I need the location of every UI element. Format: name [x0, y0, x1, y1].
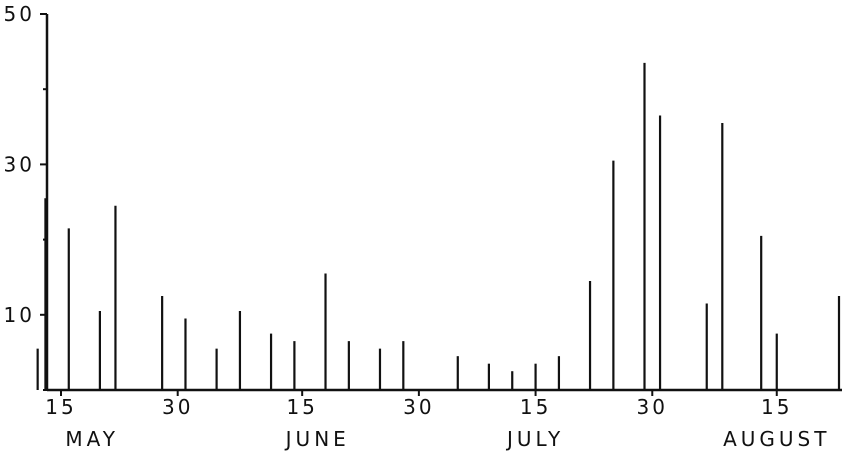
x-tick-label: 15	[286, 395, 317, 419]
x-tick-labels: 15 30 15 30 15 30 15	[45, 395, 792, 419]
bars	[36, 62, 841, 390]
month-label: AUGUST	[723, 427, 830, 451]
x-tick-label: 15	[45, 395, 76, 419]
y-tick-label: 10	[4, 303, 35, 327]
month-label: MAY	[65, 427, 119, 451]
y-tick-label: 50	[4, 2, 35, 26]
x-tick-label: 15	[520, 395, 551, 419]
y-tick-labels: 10 30 50	[4, 2, 35, 327]
month-label: JULY	[505, 427, 564, 451]
x-tick-label: 30	[403, 395, 434, 419]
x-tick-label: 30	[637, 395, 668, 419]
x-tick-label: 30	[162, 395, 193, 419]
month-labels: MAY JUNE JULY AUGUST	[65, 427, 830, 451]
axes	[40, 13, 842, 396]
y-tick-label: 30	[4, 152, 35, 176]
x-tick-label: 15	[761, 395, 792, 419]
month-label: JUNE	[284, 427, 350, 451]
